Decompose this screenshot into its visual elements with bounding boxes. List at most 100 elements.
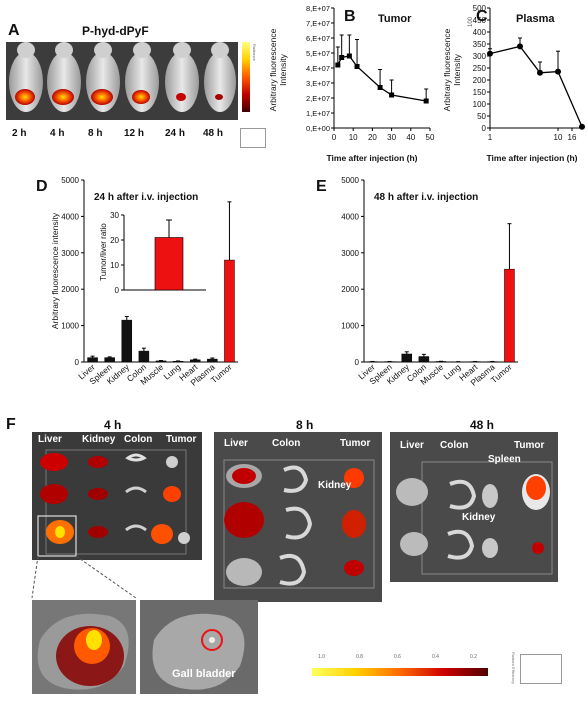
- liver-zoom-grayscale: Gall bladder: [140, 600, 258, 694]
- b-data-point: [389, 92, 395, 98]
- d-bar: [207, 358, 218, 363]
- b-y-tick-label: 2,E+07: [306, 94, 330, 103]
- chart-c: 0 50 100 150 200 250 300 350 400 450 500 100 1 10 16 Pl…: [442, 4, 585, 163]
- f-colorbar-label: Radiant Efficiency: [511, 652, 516, 684]
- b-y-tick-label: 5,E+07: [306, 49, 330, 58]
- c-x-tick-label: 10: [554, 133, 563, 142]
- f-colorbar-gradient: [312, 668, 488, 676]
- panel-label-a: A: [8, 22, 20, 39]
- d-y-tick-label: 0: [75, 358, 80, 367]
- c-y-tick-label: 350: [473, 40, 487, 49]
- e-y-tick-label: 1000: [341, 322, 359, 331]
- f48-liver-label: Liver: [400, 440, 424, 451]
- b-xlabel: Time after injection (h): [327, 153, 418, 163]
- d-inset-bar: [154, 237, 184, 291]
- b-y-tick-label: 0,E+00: [306, 124, 330, 133]
- c-x-tick-label: 16: [568, 133, 577, 142]
- gall-bladder-label: Gall bladder: [172, 668, 236, 680]
- f-colorbar-tick-4: 0.2: [470, 654, 477, 660]
- d-inset-y-tick-label: 0: [115, 286, 120, 295]
- c-data-point: [517, 43, 523, 50]
- organs-4h-svg: [37, 449, 190, 557]
- f-colorbar-tick-1: 0.8: [356, 654, 363, 660]
- d-y-tick-label: 2000: [61, 285, 79, 294]
- f8-liver-label: Liver: [224, 438, 248, 449]
- d-inset-y-tick-label: 20: [110, 236, 119, 245]
- e-y-tick-label: 4000: [341, 212, 359, 221]
- d-bar: [138, 350, 150, 363]
- f8-kidney-label: Kidney: [318, 480, 352, 491]
- f4-colon-label: Colon: [124, 434, 153, 445]
- chart-b: 0,E+00 1,E+07 2,E+07 3,E+07 4,E+07 5,E+07 6,E+…: [268, 4, 435, 163]
- organs-4h-panel: Liver Kidney Colon Tumor: [32, 432, 202, 560]
- c-title: Plasma: [516, 13, 555, 25]
- d-y-tick-label: 5000: [61, 176, 79, 185]
- organs-8h-panel: Liver Colon Tumor Kidney: [214, 432, 382, 602]
- colorbar-label: Radiance: [252, 44, 257, 61]
- d-bar: [224, 259, 235, 363]
- f48-spleen-label: Spleen: [488, 454, 521, 465]
- liver-zoom-svg: [37, 613, 129, 690]
- e-annotation: 48 h after i.v. injection: [374, 192, 478, 203]
- organs-48h-svg: [396, 461, 553, 575]
- time-label-24h: 24 h: [165, 128, 186, 139]
- panel-label-b: B: [344, 8, 356, 25]
- panel-label-f: F: [6, 416, 16, 433]
- d-inset-y-tick-label: 30: [110, 211, 119, 220]
- colorbar-gradient: [242, 42, 250, 112]
- c-data-point: [555, 68, 561, 75]
- e-y-tick-label: 0: [355, 358, 360, 367]
- panel-label-d: D: [36, 178, 48, 195]
- c-y-tick-label: 300: [473, 52, 487, 61]
- d-bar: [87, 357, 98, 363]
- c-y-multiplier: 100: [468, 16, 474, 27]
- c-y-tick-label: 250: [473, 64, 487, 73]
- b-x-tick-label: 10: [349, 133, 358, 142]
- b-y-tick-label: 7,E+07: [306, 19, 330, 28]
- b-data-point: [346, 53, 352, 59]
- c-y-tick-label: 400: [473, 28, 487, 37]
- b-ylabel-line1: Arbitrary fluorescence: [268, 28, 278, 111]
- f4-liver-label: Liver: [38, 434, 62, 445]
- f4-kidney-label: Kidney: [82, 434, 116, 445]
- b-y-tick-label: 6,E+07: [306, 34, 330, 43]
- c-y-tick-label: 200: [473, 76, 487, 85]
- d-annotation: 24 h after i.v. injection: [94, 192, 198, 203]
- c-xlabel: Time after injection (h): [487, 153, 578, 163]
- c-y-tick-label: 500: [473, 4, 487, 13]
- mouse-24h: [165, 42, 199, 112]
- c-data-point: [579, 123, 585, 130]
- c-y-tick-label: 450: [473, 16, 487, 25]
- b-y-tick-label: 8,E+07: [306, 4, 330, 13]
- panel-label-c: C: [476, 8, 488, 25]
- gall-bladder-circle: [201, 629, 223, 651]
- f-colorbar-scale-box: [520, 654, 562, 684]
- organs-48h-panel: Liver Colon Tumor Spleen Kidney: [390, 432, 558, 582]
- b-x-tick-label: 40: [406, 133, 415, 142]
- b-ylabel-line2: Intensity: [278, 53, 288, 85]
- mouse-8h: [86, 42, 120, 112]
- f8-tumor-label: Tumor: [340, 438, 371, 449]
- f-time-4h: 4 h: [104, 418, 122, 432]
- chart-e: 010002000300040005000LiverSpleenKidneyCo…: [341, 176, 518, 388]
- e-y-tick-label: 3000: [341, 249, 359, 258]
- panel-label-e: E: [316, 178, 327, 195]
- time-label-8h: 8 h: [88, 128, 103, 139]
- time-label-2h: 2 h: [12, 128, 27, 139]
- mouse-imaging-panel: [6, 42, 238, 120]
- b-data-point: [377, 85, 383, 90]
- c-data-point: [487, 50, 493, 57]
- mice-svg: [9, 42, 236, 112]
- e-y-tick-label: 5000: [341, 176, 359, 185]
- c-y-tick-label: 100: [473, 100, 487, 109]
- f-colorbar-tick-2: 0.6: [394, 654, 401, 660]
- chart-d: 010002000300040005000LiverSpleenKidneyCo…: [50, 176, 238, 388]
- f48-tumor-label: Tumor: [514, 440, 545, 451]
- d-y-tick-label: 1000: [61, 322, 79, 331]
- f-time-8h: 8 h: [296, 418, 314, 432]
- b-y-tick-label: 4,E+07: [306, 64, 330, 73]
- b-title: Tumor: [378, 13, 412, 25]
- b-data-point: [423, 98, 429, 104]
- b-ylabel-group: Arbitrary fluorescence Intensity: [268, 28, 288, 111]
